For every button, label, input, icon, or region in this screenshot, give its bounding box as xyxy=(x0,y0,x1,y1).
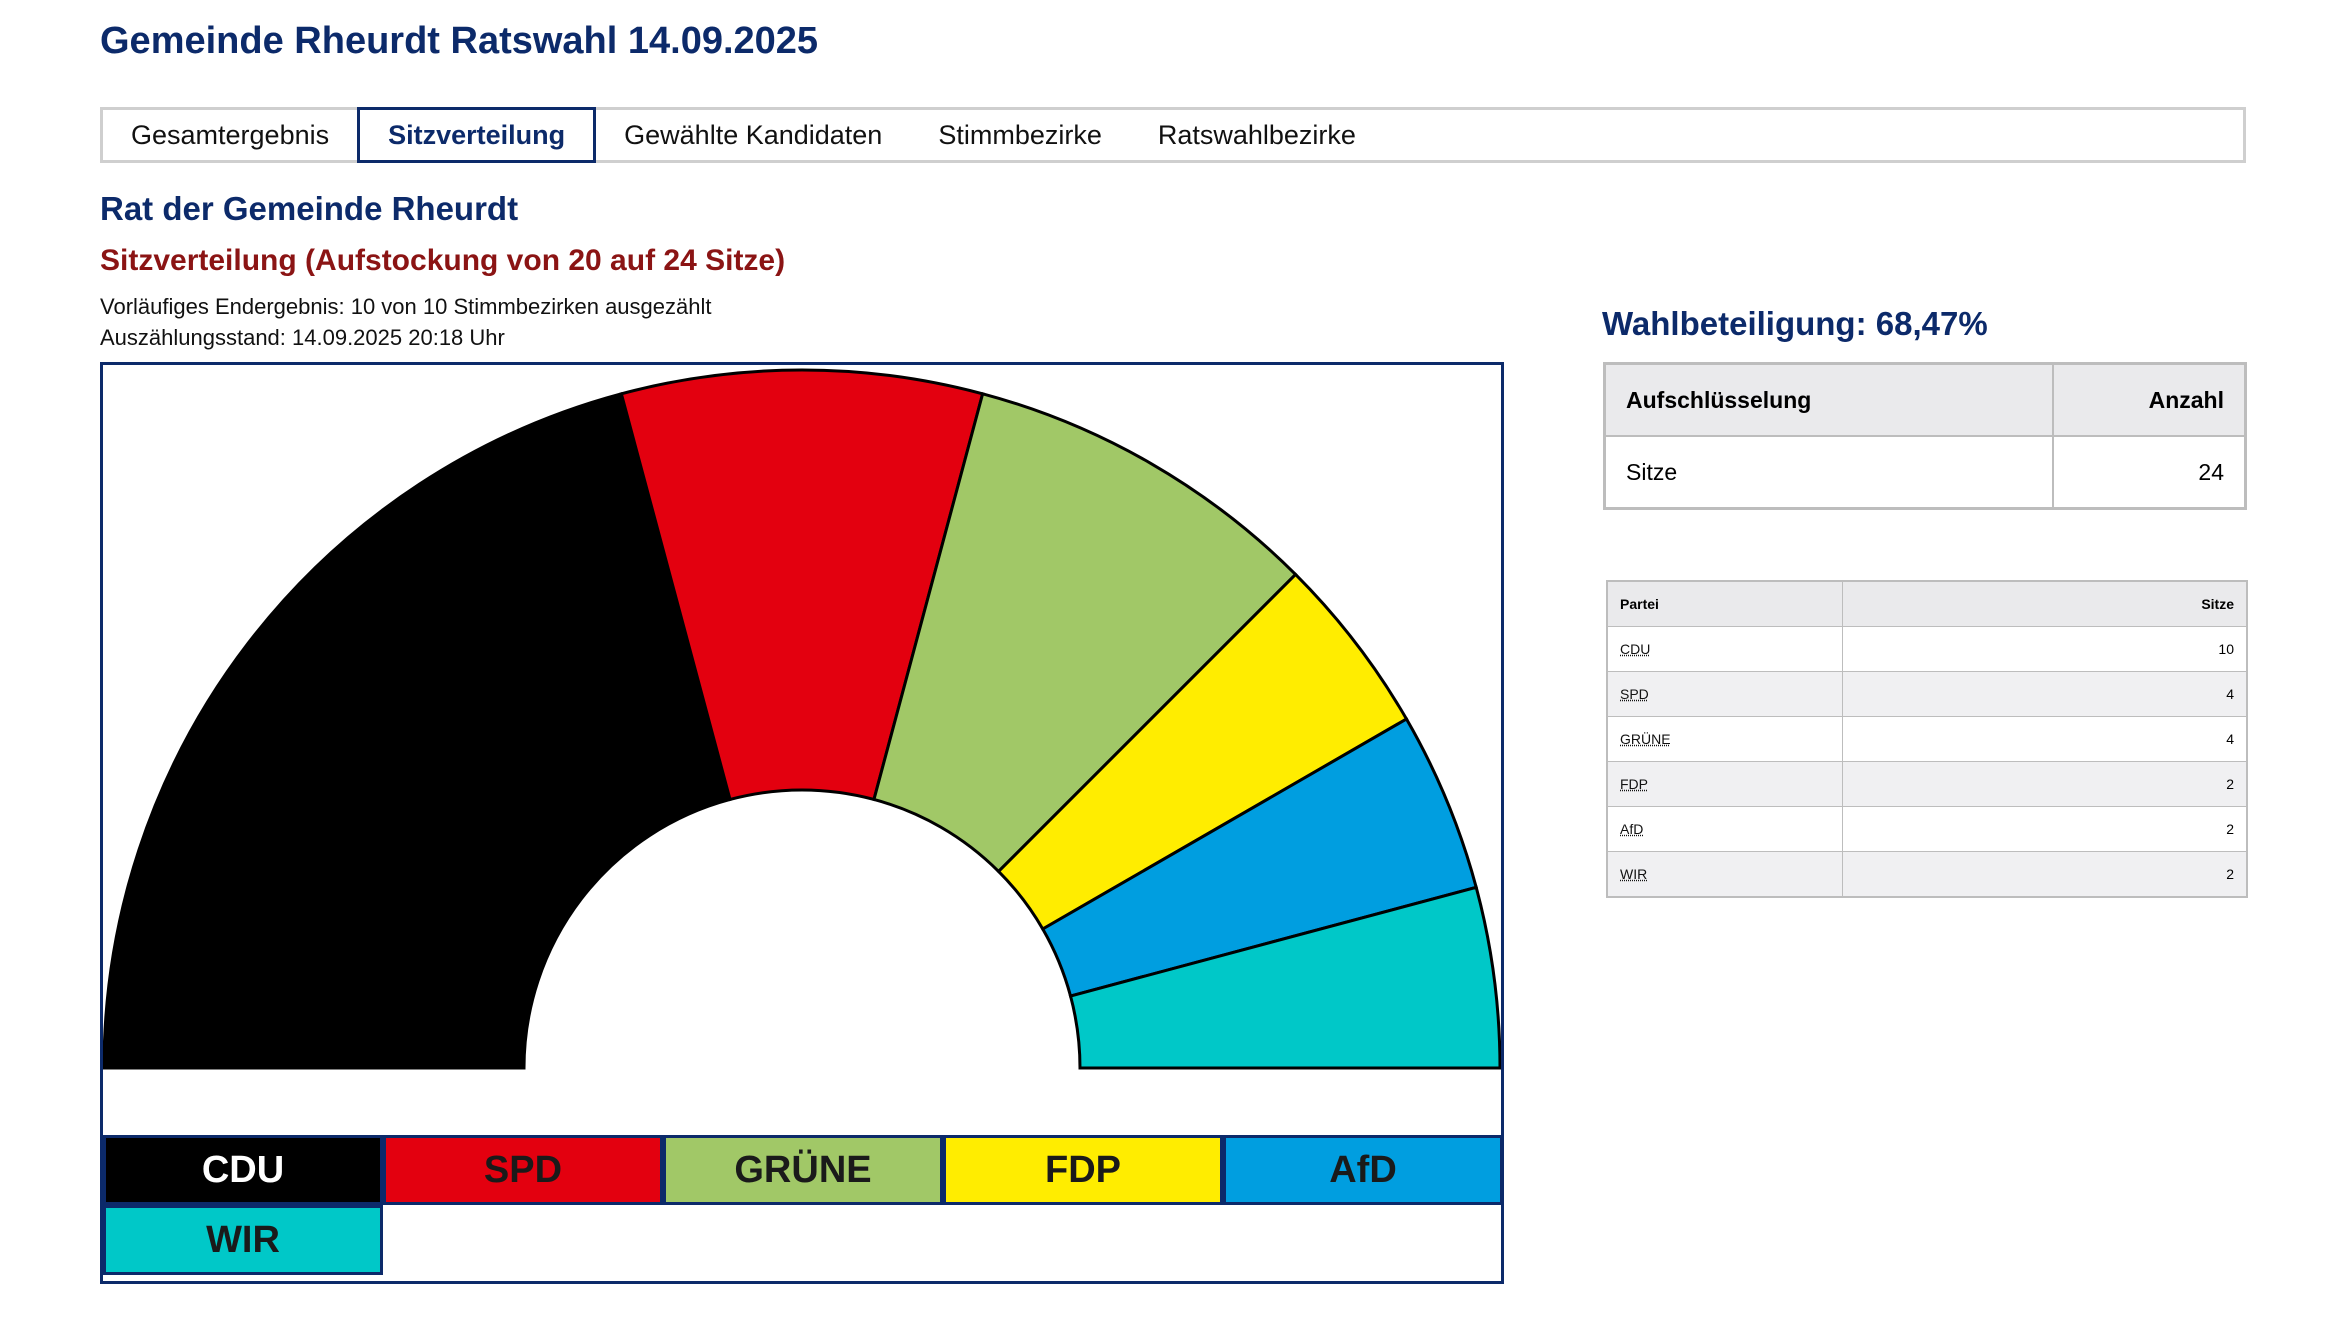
party-link[interactable]: CDU xyxy=(1620,641,1651,657)
table-row: CDU 10 xyxy=(1606,626,2248,672)
seat-chart: CDU SPD GRÜNE FDP AfD WIR xyxy=(100,362,1504,1284)
seats-cell: 4 xyxy=(1842,671,2248,717)
table-row: FDP 2 xyxy=(1606,761,2248,807)
party-cell: CDU xyxy=(1606,626,1843,672)
section-title: Rat der Gemeinde Rheurdt xyxy=(100,190,519,227)
table-row: SPD 4 xyxy=(1606,671,2248,717)
count-timestamp: Auszählungsstand: 14.09.2025 20:18 Uhr xyxy=(100,325,505,350)
summary-cell-value: 24 xyxy=(2052,435,2247,510)
party-header-seats: Sitze xyxy=(1842,580,2248,627)
seats-cell: 10 xyxy=(1842,626,2248,672)
legend-item-grüne: GRÜNE xyxy=(663,1135,943,1205)
table-row: WIR 2 xyxy=(1606,851,2248,898)
tab-gesamtergebnis[interactable]: Gesamtergebnis xyxy=(131,119,330,150)
party-link[interactable]: FDP xyxy=(1620,776,1648,792)
party-link[interactable]: SPD xyxy=(1620,686,1649,702)
party-header-party: Partei xyxy=(1606,580,1843,627)
party-cell: WIR xyxy=(1606,851,1843,898)
seat-segment-cdu xyxy=(103,391,732,1070)
tab-bar: Gesamtergebnis Sitzverteilung Gewählte K… xyxy=(100,107,2246,163)
summary-header-breakdown: Aufschlüsselung xyxy=(1603,362,2054,437)
tab-sitzverteilung[interactable]: Sitzverteilung xyxy=(357,107,597,163)
seats-cell: 2 xyxy=(1842,806,2248,852)
party-cell: SPD xyxy=(1606,671,1843,717)
legend-item-cdu: CDU xyxy=(103,1135,383,1205)
tab-stimmbezirke[interactable]: Stimmbezirke xyxy=(938,119,1102,150)
table-row: GRÜNE 4 xyxy=(1606,716,2248,762)
turnout-heading: Wahlbeteiligung: 68,47% xyxy=(1602,305,1988,342)
legend-item-fdp: FDP xyxy=(943,1135,1223,1205)
party-link[interactable]: AfD xyxy=(1620,821,1644,837)
seat-segment-spd xyxy=(619,368,985,802)
party-seat-table: Partei Sitze CDU 10 SPD 4 GRÜNE 4 FDP 2 AfD 2 WIR 2 xyxy=(1606,580,2248,898)
party-cell: GRÜNE xyxy=(1606,716,1843,762)
result-status: Vorläufiges Endergebnis: 10 von 10 Stimm… xyxy=(100,294,712,319)
legend-item-afd: AfD xyxy=(1223,1135,1503,1205)
page-title: Gemeinde Rheurdt Ratswahl 14.09.2025 xyxy=(100,20,819,62)
seat-distribution-title: Sitzverteilung (Aufstockung von 20 auf 2… xyxy=(100,244,786,277)
seat-segment-wir xyxy=(1068,885,1501,1070)
legend-item-wir: WIR xyxy=(103,1205,383,1275)
summary-table: Aufschlüsselung Anzahl Sitze 24 xyxy=(1603,362,2247,510)
party-link[interactable]: WIR xyxy=(1620,866,1648,882)
tab-ratswahlbezirke[interactable]: Ratswahlbezirke xyxy=(1157,119,1356,150)
tab-gewaehlte-kandidaten[interactable]: Gewählte Kandidaten xyxy=(624,119,883,150)
table-row: AfD 2 xyxy=(1606,806,2248,852)
summary-header-count: Anzahl xyxy=(2052,362,2247,437)
seats-cell: 2 xyxy=(1842,851,2248,898)
party-cell: AfD xyxy=(1606,806,1843,852)
legend-item-spd: SPD xyxy=(383,1135,663,1205)
seats-cell: 4 xyxy=(1842,716,2248,762)
seat-half-donut xyxy=(103,368,1501,1070)
seat-segment-grüne xyxy=(872,391,1298,874)
party-cell: FDP xyxy=(1606,761,1843,807)
party-link[interactable]: GRÜNE xyxy=(1620,731,1671,747)
summary-cell-label: Sitze xyxy=(1603,435,2054,510)
seats-cell: 2 xyxy=(1842,761,2248,807)
